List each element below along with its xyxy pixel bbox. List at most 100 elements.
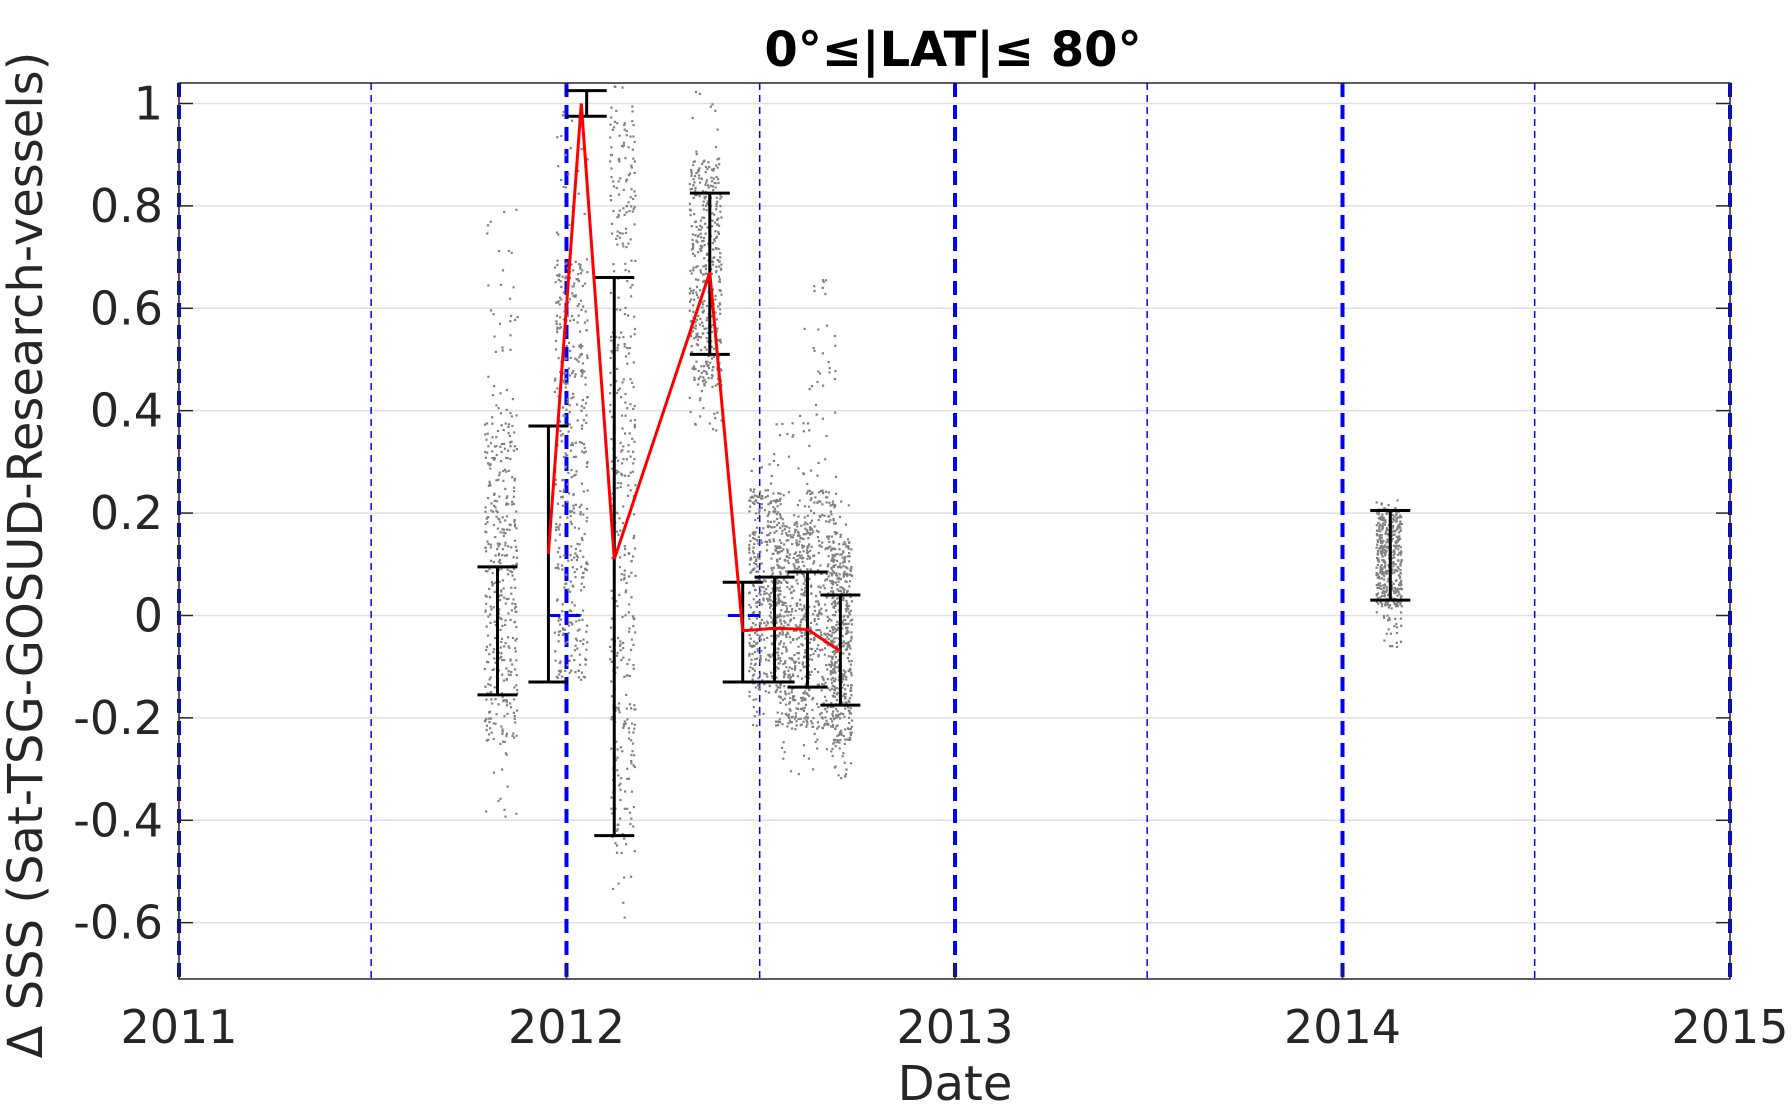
scatter-point <box>809 492 812 496</box>
scatter-point <box>814 403 818 406</box>
scatter-point <box>493 657 496 660</box>
scatter-point <box>504 532 507 535</box>
scatter-point <box>817 585 820 588</box>
scatter-point <box>574 295 577 298</box>
scatter-point <box>484 530 487 533</box>
scatter-point <box>1392 544 1395 547</box>
scatter-point <box>714 417 717 420</box>
scatter-point <box>631 742 635 745</box>
scatter-point <box>619 640 622 643</box>
scatter-point <box>1399 583 1403 586</box>
scatter-point <box>763 593 766 596</box>
scatter-point <box>809 621 813 625</box>
scatter-point <box>778 434 781 437</box>
scatter-point <box>718 308 722 311</box>
scatter-point <box>834 602 837 605</box>
scatter-point <box>621 232 624 235</box>
scatter-point <box>844 688 847 691</box>
scatter-point <box>625 246 628 249</box>
scatter-point <box>576 542 579 545</box>
scatter-point <box>817 725 820 728</box>
scatter-point <box>514 605 517 608</box>
scatter-point <box>609 123 612 126</box>
scatter-point <box>775 689 778 692</box>
scatter-point <box>565 500 568 503</box>
scatter-point <box>807 505 811 508</box>
scatter-point <box>619 798 622 802</box>
scatter-point <box>796 554 799 557</box>
scatter-point <box>809 628 812 631</box>
scatter-point <box>611 351 614 354</box>
scatter-point <box>795 579 798 582</box>
scatter-point <box>759 621 762 624</box>
scatter-point <box>843 570 846 573</box>
scatter-point <box>513 621 516 624</box>
scatter-point <box>617 706 620 709</box>
scatter-point <box>1382 522 1385 525</box>
scatter-point <box>580 427 584 430</box>
scatter-point <box>778 631 781 634</box>
scatter-point <box>813 638 816 641</box>
scatter-point <box>811 492 814 495</box>
scatter-point <box>492 651 495 654</box>
scatter-point <box>775 601 778 604</box>
scatter-point <box>848 660 851 663</box>
scatter-point <box>632 450 635 453</box>
scatter-point <box>494 506 497 509</box>
scatter-point <box>810 385 814 388</box>
scatter-point <box>803 523 806 526</box>
scatter-point <box>760 585 764 589</box>
scatter-point <box>1385 569 1388 573</box>
scatter-point <box>769 606 772 609</box>
scatter-point <box>622 445 625 448</box>
scatter-point <box>580 441 583 444</box>
scatter-point <box>692 178 695 181</box>
scatter-point <box>821 541 824 544</box>
scatter-point <box>703 346 706 349</box>
scatter-point <box>511 663 514 666</box>
scatter-point <box>813 637 816 640</box>
scatter-point <box>632 207 635 210</box>
scatter-point <box>783 690 787 693</box>
scatter-point <box>718 260 721 263</box>
scatter-point <box>803 516 806 519</box>
scatter-point <box>612 210 615 213</box>
scatter-point <box>628 347 632 350</box>
scatter-point <box>558 327 561 330</box>
scatter-point <box>824 638 827 641</box>
scatter-point <box>788 556 791 559</box>
scatter-point <box>633 426 636 429</box>
scatter-point <box>620 573 623 576</box>
scatter-point <box>1392 582 1395 586</box>
scatter-point <box>513 445 516 448</box>
scatter-point <box>771 652 775 656</box>
scatter-point <box>778 580 781 583</box>
scatter-point <box>1384 602 1387 605</box>
scatter-point <box>623 573 626 576</box>
scatter-point <box>704 272 707 275</box>
scatter-point <box>501 346 504 349</box>
scatter-point <box>624 262 627 265</box>
scatter-point <box>779 701 782 704</box>
scatter-point <box>812 555 815 558</box>
scatter-point <box>495 509 498 512</box>
scatter-point <box>497 407 500 410</box>
scatter-point <box>623 675 626 678</box>
scatter-point <box>502 531 505 534</box>
scatter-point <box>558 303 561 306</box>
scatter-point <box>556 599 559 602</box>
scatter-point <box>812 613 815 616</box>
scatter-point <box>490 509 493 512</box>
scatter-point <box>515 812 518 815</box>
scatter-point <box>779 492 782 495</box>
scatter-point <box>778 513 782 516</box>
scatter-point <box>821 513 824 516</box>
scatter-point <box>762 712 765 715</box>
scatter-point <box>505 515 508 518</box>
scatter-point <box>797 702 800 705</box>
scatter-point <box>485 728 488 732</box>
scatter-point <box>714 384 717 387</box>
scatter-point <box>694 90 698 93</box>
scatter-point <box>748 551 751 554</box>
scatter-point <box>488 711 491 714</box>
